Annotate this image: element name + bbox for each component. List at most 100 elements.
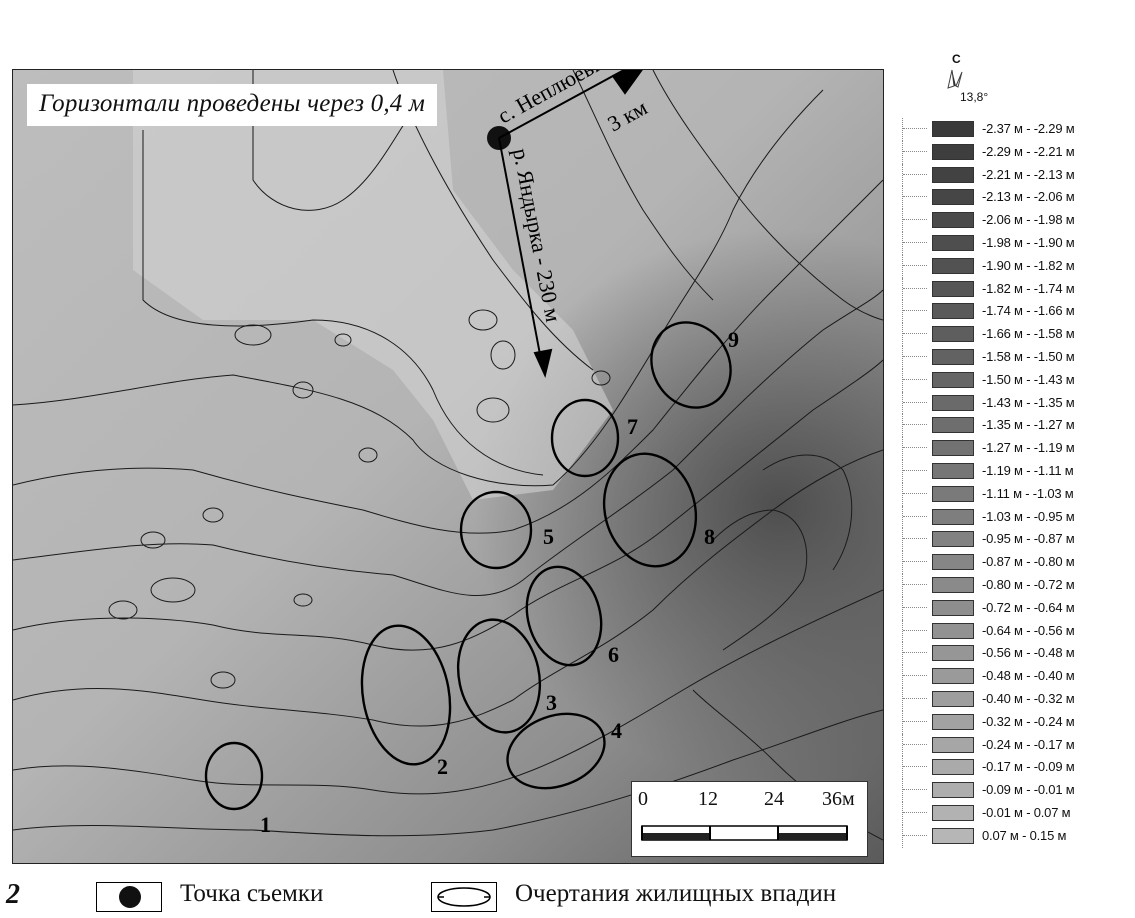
depression-number-1: 1 xyxy=(260,812,271,837)
legend-swatch xyxy=(932,804,974,821)
legend-leader-line xyxy=(902,300,927,324)
legend-range-label: -1.66 м - -1.58 м xyxy=(982,326,1075,342)
legend-row: -0.01 м - 0.07 м xyxy=(902,801,1130,825)
legend-swatch xyxy=(932,645,974,662)
legend-range-label: -0.72 м - -0.64 м xyxy=(982,599,1075,615)
legend-row: -0.87 м - -0.80 м xyxy=(902,551,1130,574)
legend-leader-line xyxy=(902,642,927,666)
legend-swatch xyxy=(932,257,974,274)
legend-leader-line xyxy=(902,482,927,506)
legend-leader-line xyxy=(902,231,927,255)
legend-row: -0.80 м - -0.72 м xyxy=(902,573,1130,597)
legend-leader-line xyxy=(902,459,927,483)
legend-range-label: -1.35 м - -1.27 м xyxy=(982,417,1075,433)
declination-label: 13,8° xyxy=(960,90,989,104)
scale-label-36: 36м xyxy=(822,788,855,810)
river-direction-arrow xyxy=(498,137,543,366)
legend-row: -1.35 м - -1.27 м xyxy=(902,414,1130,438)
depression-number-6: 6 xyxy=(608,642,619,667)
legend-range-label: -0.01 м - 0.07 м xyxy=(982,804,1071,820)
legend-range-label: -0.24 м - -0.17 м xyxy=(982,736,1075,752)
scale-label-12: 12 xyxy=(698,788,718,810)
depression-4-outline xyxy=(506,712,606,790)
legend-range-label: -0.17 м - -0.09 м xyxy=(982,759,1075,775)
legend-leader-line xyxy=(902,345,927,369)
legend-range-label: -1.58 м - -1.50 м xyxy=(982,348,1075,364)
legend-leader-line xyxy=(902,733,927,757)
legend-leader-line xyxy=(902,186,927,210)
legend-row: -1.90 м - -1.82 м xyxy=(902,254,1130,278)
legend-row: -0.64 м - -0.56 м xyxy=(902,619,1130,643)
legend-row: -1.74 м - -1.66 м xyxy=(902,300,1130,324)
legend-swatch xyxy=(932,280,974,297)
legend-row: 0.07 м - 0.15 м xyxy=(902,824,1130,848)
map-canvas: 1 2 3 4 5 6 7 8 9 с. Неплюевка 3 км р. Я… xyxy=(13,70,883,863)
legend-swatch xyxy=(932,576,974,593)
legend-leader-line xyxy=(902,756,927,780)
legend-swatch xyxy=(932,713,974,730)
legend-leader-line xyxy=(902,209,927,232)
legend-swatch xyxy=(932,599,974,616)
legend-swatch xyxy=(932,690,974,707)
river-arrow-head xyxy=(533,348,553,379)
legend-row: -2.37 м - -2.29 м xyxy=(902,118,1130,141)
legend-row: -0.72 м - -0.64 м xyxy=(902,596,1130,620)
elevation-map: 1 2 3 4 5 6 7 8 9 с. Неплюевка 3 км р. Я… xyxy=(12,69,884,864)
legend-range-label: -0.09 м - -0.01 м xyxy=(982,782,1075,798)
legend-range-label: -0.40 м - -0.32 м xyxy=(982,690,1075,706)
north-label: С xyxy=(952,52,961,66)
legend-leader-line xyxy=(902,596,927,620)
legend-swatch xyxy=(932,622,974,639)
depression-6-outline xyxy=(525,565,603,667)
legend-range-label: -2.06 м - -1.98 м xyxy=(982,212,1075,228)
legend-row: -1.50 м - -1.43 м xyxy=(902,368,1130,392)
elevation-legend: -2.37 м - -2.29 м -2.29 м - -2.21 м -2.21 … xyxy=(902,118,1130,848)
legend-range-label: -1.50 м - -1.43 м xyxy=(982,371,1075,387)
legend-swatch xyxy=(932,440,974,457)
legend-leader-line xyxy=(902,277,927,301)
scale-label-0: 0 xyxy=(638,788,648,810)
legend-leader-line xyxy=(902,323,927,346)
legend-leader-line xyxy=(902,437,927,460)
legend-leader-line xyxy=(902,254,927,278)
legend-leader-line xyxy=(902,619,927,643)
depression-9-outline xyxy=(650,321,732,409)
legend-leader-line xyxy=(902,163,927,187)
legend-swatch xyxy=(932,212,974,229)
legend-swatch xyxy=(932,759,974,776)
depression-number-8: 8 xyxy=(704,524,715,549)
legend-range-label: -1.11 м - -1.03 м xyxy=(982,485,1074,501)
legend-row: -2.29 м - -2.21 м xyxy=(902,140,1130,164)
north-arrow: С 13,8° xyxy=(940,52,1000,112)
depression-outline-legend-label: Очертания жилищных впадин xyxy=(515,880,837,907)
legend-range-label: -1.74 м - -1.66 м xyxy=(982,303,1075,319)
legend-range-label: -1.98 м - -1.90 м xyxy=(982,234,1075,250)
legend-range-label: -2.13 м - -2.06 м xyxy=(982,189,1075,205)
north-arrow-icon xyxy=(947,69,963,89)
legend-leader-line xyxy=(902,551,927,574)
legend-row: -1.27 м - -1.19 м xyxy=(902,437,1130,460)
legend-row: -1.58 м - -1.50 м xyxy=(902,345,1130,369)
legend-swatch xyxy=(932,462,974,479)
legend-range-label: 0.07 м - 0.15 м xyxy=(982,827,1067,843)
legend-row: -2.21 м - -2.13 м xyxy=(902,163,1130,187)
depression-8-outline xyxy=(602,452,698,568)
legend-swatch xyxy=(932,166,974,183)
figure-number: 2 xyxy=(6,879,20,910)
legend-swatch xyxy=(932,326,974,343)
scale-bar: 0 12 24 36м xyxy=(631,781,868,857)
legend-range-label: -1.43 м - -1.35 м xyxy=(982,394,1075,410)
depression-1-outline xyxy=(204,741,264,811)
legend-leader-line xyxy=(902,118,927,141)
survey-point-legend-icon xyxy=(96,882,162,912)
legend-leader-line xyxy=(902,414,927,438)
scale-label-24: 24 xyxy=(764,788,784,810)
legend-row: -0.48 м - -0.40 м xyxy=(902,665,1130,688)
legend-swatch xyxy=(932,121,974,137)
legend-row: -1.98 м - -1.90 м xyxy=(902,231,1130,255)
scale-bar-graphic xyxy=(641,825,848,841)
depression-7-outline xyxy=(550,398,620,478)
legend-leader-line xyxy=(902,368,927,392)
legend-swatch xyxy=(932,736,974,753)
depression-number-2: 2 xyxy=(437,754,448,779)
